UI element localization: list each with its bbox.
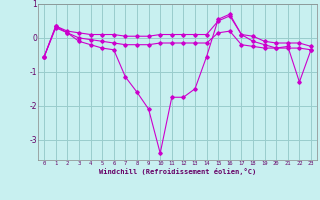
- X-axis label: Windchill (Refroidissement éolien,°C): Windchill (Refroidissement éolien,°C): [99, 168, 256, 175]
